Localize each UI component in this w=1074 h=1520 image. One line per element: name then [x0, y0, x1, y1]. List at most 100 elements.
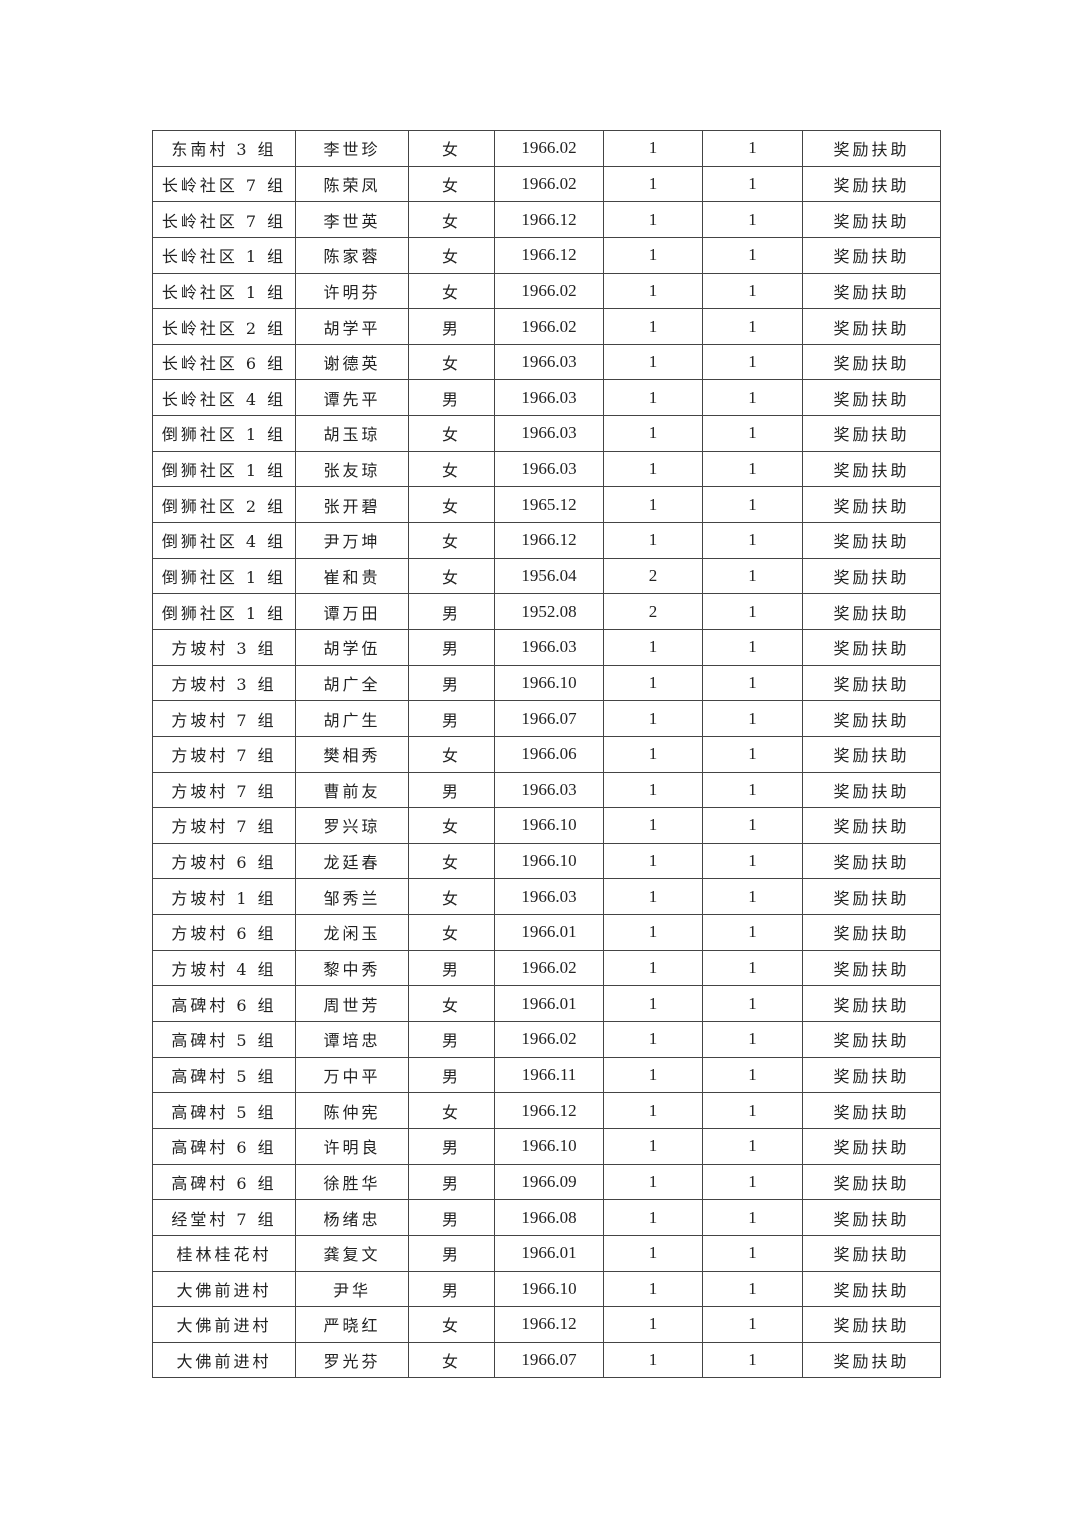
birth-date-cell: 1966.07: [494, 1341, 604, 1379]
gender-cell: 男: [408, 1127, 495, 1165]
gender-cell: 女: [408, 1306, 495, 1343]
count-b-cell: 1: [702, 1021, 803, 1058]
village-group-cell: 桂林桂花村: [152, 1234, 296, 1272]
birth-date-cell: 1966.02: [494, 165, 604, 203]
table-row: 方坡村 1 组邹秀兰女 1966.03 1 1 奖励扶助: [152, 878, 941, 916]
count-a-cell: 1: [603, 914, 703, 951]
count-a-cell: 1: [603, 165, 703, 203]
count-a-cell: 1: [603, 771, 703, 809]
gender-cell: 女: [408, 130, 495, 167]
table-row: 大佛前进村 尹华男 1966.10 1 1 奖励扶助: [152, 1270, 941, 1308]
birth-date-cell: 1966.01: [494, 985, 604, 1023]
village-group-cell: 高碑村 5 组: [152, 1056, 296, 1094]
assistance-type-cell: 奖励扶助: [802, 201, 941, 238]
village-group-cell: 倒狮社区 1 组: [152, 593, 296, 630]
count-b-cell: 1: [702, 1234, 803, 1272]
gender-cell: 女: [408, 450, 495, 488]
count-a-cell: 1: [603, 1127, 703, 1165]
assistance-type-cell: 奖励扶助: [802, 700, 941, 737]
assistance-type-cell: 奖励扶助: [802, 343, 941, 381]
count-a-cell: 1: [603, 1199, 703, 1236]
name-cell: 谭先平: [295, 379, 409, 417]
birth-date-cell: 1966.03: [494, 450, 604, 488]
count-b-cell: 1: [702, 486, 803, 524]
table-row: 倒狮社区 1 组张友琼女 1966.03 1 1 奖励扶助: [152, 450, 941, 488]
table-row: 倒狮社区 1 组谭万田男 1952.08 2 1 奖励扶助: [152, 593, 941, 630]
village-group-cell: 方坡村 7 组: [152, 807, 296, 844]
table-row: 方坡村 7 组胡广生男 1966.07 1 1 奖励扶助: [152, 700, 941, 737]
village-group-cell: 长岭社区 6 组: [152, 343, 296, 381]
count-a-cell: 1: [603, 735, 703, 773]
table-row: 方坡村 7 组罗兴琼女 1966.10 1 1 奖励扶助: [152, 807, 941, 844]
gender-cell: 女: [408, 415, 495, 452]
gender-cell: 女: [408, 878, 495, 916]
count-a-cell: 1: [603, 949, 703, 987]
table-row: 桂林桂花村 龚复文男 1966.01 1 1 奖励扶助: [152, 1234, 941, 1272]
name-cell: 尹华: [295, 1270, 409, 1308]
table-row: 方坡村 3 组胡学伍男 1966.03 1 1 奖励扶助: [152, 628, 941, 666]
assistance-type-cell: 奖励扶助: [802, 522, 941, 559]
village-group-cell: 方坡村 6 组: [152, 842, 296, 880]
village-group-cell: 大佛前进村: [152, 1306, 296, 1343]
gender-cell: 女: [408, 1341, 495, 1379]
count-b-cell: 1: [702, 1127, 803, 1165]
birth-date-cell: 1966.02: [494, 308, 604, 345]
count-a-cell: 1: [603, 700, 703, 737]
birth-date-cell: 1966.03: [494, 415, 604, 452]
count-a-cell: 1: [603, 985, 703, 1023]
assistance-type-cell: 奖励扶助: [802, 486, 941, 524]
count-b-cell: 1: [702, 201, 803, 238]
table-row: 大佛前进村 罗光芬女 1966.07 1 1 奖励扶助: [152, 1341, 941, 1379]
village-group-cell: 经堂村 7 组: [152, 1199, 296, 1236]
assistance-type-cell: 奖励扶助: [802, 236, 941, 274]
name-cell: 许明良: [295, 1127, 409, 1165]
name-cell: 李世英: [295, 201, 409, 238]
village-group-cell: 长岭社区 4 组: [152, 379, 296, 417]
table-row: 长岭社区 4 组谭先平男 1966.03 1 1 奖励扶助: [152, 379, 941, 417]
birth-date-cell: 1966.03: [494, 628, 604, 666]
village-group-cell: 东南村 3 组: [152, 130, 296, 167]
count-b-cell: 1: [702, 628, 803, 666]
name-cell: 邹秀兰: [295, 878, 409, 916]
count-a-cell: 1: [603, 1270, 703, 1308]
name-cell: 张友琼: [295, 450, 409, 488]
assistance-type-cell: 奖励扶助: [802, 415, 941, 452]
village-group-cell: 长岭社区 1 组: [152, 236, 296, 274]
gender-cell: 男: [408, 1056, 495, 1094]
table-row: 倒狮社区 1 组胡玉琼女 1966.03 1 1 奖励扶助: [152, 415, 941, 452]
count-b-cell: 1: [702, 343, 803, 381]
assistance-type-cell: 奖励扶助: [802, 949, 941, 987]
name-cell: 胡学伍: [295, 628, 409, 666]
birth-date-cell: 1966.07: [494, 700, 604, 737]
count-a-cell: 2: [603, 557, 703, 595]
name-cell: 陈仲宪: [295, 1092, 409, 1129]
assistance-type-cell: 奖励扶助: [802, 914, 941, 951]
assistance-type-cell: 奖励扶助: [802, 628, 941, 666]
table-row: 长岭社区 2 组胡学平男 1966.02 1 1 奖励扶助: [152, 308, 941, 345]
count-a-cell: 1: [603, 1341, 703, 1379]
count-b-cell: 1: [702, 415, 803, 452]
birth-date-cell: 1966.12: [494, 1092, 604, 1129]
name-cell: 胡玉琼: [295, 415, 409, 452]
village-group-cell: 倒狮社区 4 组: [152, 522, 296, 559]
count-a-cell: 1: [603, 878, 703, 916]
gender-cell: 女: [408, 842, 495, 880]
table-row: 长岭社区 1 组陈家蓉女 1966.12 1 1 奖励扶助: [152, 236, 941, 274]
count-b-cell: 1: [702, 664, 803, 702]
name-cell: 罗兴琼: [295, 807, 409, 844]
table-row: 高碑村 6 组徐胜华男 1966.09 1 1 奖励扶助: [152, 1163, 941, 1201]
village-group-cell: 方坡村 6 组: [152, 914, 296, 951]
count-a-cell: 1: [603, 1306, 703, 1343]
table-row: 经堂村 7 组杨绪忠男 1966.08 1 1 奖励扶助: [152, 1199, 941, 1236]
table-row: 方坡村 7 组樊相秀女 1966.06 1 1 奖励扶助: [152, 735, 941, 773]
count-b-cell: 1: [702, 914, 803, 951]
assistance-type-cell: 奖励扶助: [802, 450, 941, 488]
count-a-cell: 1: [603, 236, 703, 274]
count-b-cell: 1: [702, 165, 803, 203]
name-cell: 黎中秀: [295, 949, 409, 987]
village-group-cell: 倒狮社区 1 组: [152, 557, 296, 595]
gender-cell: 女: [408, 343, 495, 381]
count-a-cell: 1: [603, 1234, 703, 1272]
count-a-cell: 1: [603, 807, 703, 844]
village-group-cell: 方坡村 7 组: [152, 700, 296, 737]
